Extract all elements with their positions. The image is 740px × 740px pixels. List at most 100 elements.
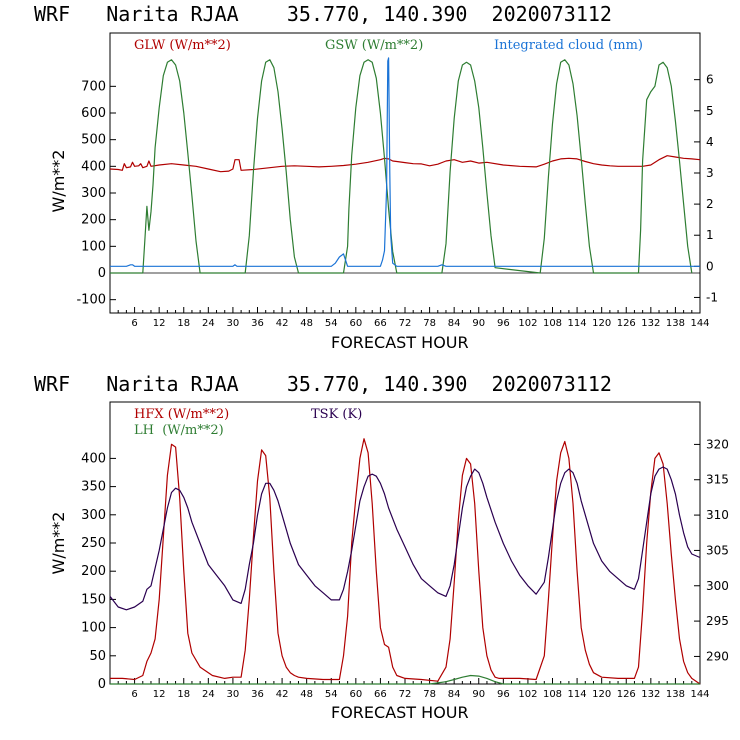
series-line-tsk [109,466,701,611]
x-tick-label: 84 [448,689,461,700]
y-tick-label: 0 [98,266,106,281]
x-tick-label: 72 [399,689,412,700]
y2-tick-label: 6 [706,73,714,87]
x-tick-label: 72 [399,318,412,329]
y-tick-label: 400 [81,451,106,466]
panel-1-series [109,57,701,274]
x-tick-label: 54 [325,318,338,329]
y-tick-label: 100 [81,621,106,636]
x-tick-label: 36 [251,318,264,329]
legend-integrated-cloud: Integrated cloud (mm) [494,38,643,53]
x-tick-label: 108 [543,689,562,700]
panel-radiation: WRF Narita RJAA 35.770, 140.390 20200731… [34,2,718,352]
x-tick-label: 78 [423,318,436,329]
y2-tick-label: 290 [706,649,729,663]
legend-lh: LH (W/m**2) [134,423,224,438]
legend-hfx: HFX (W/m**2) [134,407,229,422]
panel-1-ylabel: W/m**2 [49,150,68,213]
panel-2-ylabel: W/m**2 [49,512,68,575]
x-tick-label: 42 [276,689,289,700]
legend-tsk: TSK (K) [311,407,362,422]
series-line-lh [110,674,700,685]
x-tick-label: 6 [131,318,137,329]
x-tick-label: 96 [497,689,510,700]
y-tick-label: 600 [81,106,106,121]
legend-glw: GLW (W/m**2) [134,38,231,53]
y2-tick-label: 0 [706,259,714,273]
y-tick-label: 500 [81,133,106,148]
x-tick-label: 24 [202,689,215,700]
x-tick-label: 48 [300,689,313,700]
series-line-gsw [110,59,693,274]
y2-tick-label: 2 [706,197,714,211]
y-tick-label: 200 [81,564,106,579]
y2-tick-label: 320 [706,437,729,451]
y-tick-label: 200 [81,213,106,228]
x-tick-label: 132 [641,318,660,329]
x-tick-label: 84 [448,318,461,329]
panel-2-ticks: 6 12 18 24 30 36 42 48 54 60 66 72 78 84 90 96 102 108 114… [81,437,729,700]
panel-2-xlabel: FORECAST HOUR [331,703,469,722]
y2-tick-label: 295 [706,614,729,628]
panel-2-series [109,438,701,685]
y2-tick-label: 3 [706,166,714,180]
series-line-integrated-cloud [110,57,700,267]
x-tick-label: 48 [300,318,313,329]
y2-tick-label: 1 [706,228,714,242]
y-tick-label: 150 [81,592,106,607]
x-tick-label: 6 [131,689,137,700]
y2-tick-label: 4 [706,135,714,149]
x-tick-label: 144 [690,318,709,329]
y-tick-label: 100 [81,239,106,254]
y2-tick-label: 5 [706,104,714,118]
x-tick-label: 138 [666,318,685,329]
y-tick-label: 0 [98,677,106,692]
y-tick-label: 250 [81,536,106,551]
x-tick-label: 102 [518,689,537,700]
x-tick-label: 120 [592,689,611,700]
x-tick-label: 18 [177,689,190,700]
series-line-hfx [110,438,701,685]
x-tick-label: 60 [349,318,362,329]
x-tick-label: 96 [497,318,510,329]
x-tick-label: 54 [325,689,338,700]
y-tick-label: 400 [81,159,106,174]
x-tick-label: 30 [227,689,240,700]
panel-heat-flux: WRF Narita RJAA 35.770, 140.390 20200731… [34,372,729,722]
x-tick-label: 18 [177,318,190,329]
y2-tick-label: 300 [706,579,729,593]
x-tick-label: 126 [617,318,636,329]
panel-1-title: WRF Narita RJAA 35.770, 140.390 20200731… [34,2,612,26]
legend-gsw: GSW (W/m**2) [325,38,423,53]
y-tick-label: 300 [81,186,106,201]
x-tick-label: 12 [153,689,166,700]
x-tick-label: 120 [592,318,611,329]
y-tick-label: -100 [76,293,106,308]
x-tick-label: 24 [202,318,215,329]
x-tick-label: 66 [374,689,387,700]
x-tick-label: 114 [568,318,587,329]
y2-tick-label: -1 [706,290,718,304]
y2-tick-label: 315 [706,473,729,487]
x-tick-label: 66 [374,318,387,329]
x-tick-label: 144 [690,689,709,700]
y-tick-label: 350 [81,480,106,495]
y-tick-label: 300 [81,508,106,523]
x-tick-label: 90 [472,318,485,329]
x-tick-label: 90 [472,689,485,700]
y-tick-label: 50 [89,649,106,664]
y2-tick-label: 305 [706,543,729,557]
x-tick-label: 138 [666,689,685,700]
x-tick-label: 126 [617,689,636,700]
y-tick-label: 700 [81,79,106,94]
x-tick-label: 60 [349,689,362,700]
x-tick-label: 78 [423,689,436,700]
panel-1-xlabel: FORECAST HOUR [331,333,469,352]
x-tick-label: 102 [518,318,537,329]
x-tick-label: 108 [543,318,562,329]
x-tick-label: 42 [276,318,289,329]
x-tick-label: 132 [641,689,660,700]
panel-2-title: WRF Narita RJAA 35.770, 140.390 20200731… [34,372,612,396]
